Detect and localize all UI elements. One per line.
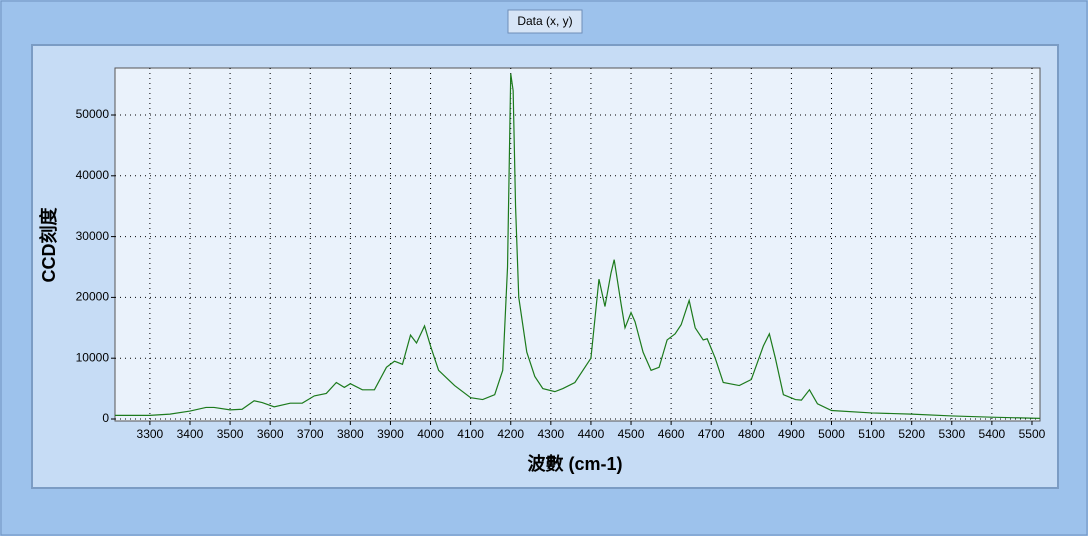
legend-entry: Data (x, y) [517,14,572,28]
y-tick-label: 30000 [76,229,110,243]
x-tick-label: 4500 [618,427,645,441]
y-tick-label: 50000 [76,107,110,121]
x-tick-label: 3800 [337,427,364,441]
x-tick-label: 5300 [938,427,965,441]
x-tick-label: 4000 [417,427,444,441]
x-tick-label: 3500 [217,427,244,441]
x-axis-label: 波數 (cm-1) [527,453,622,474]
x-tick-label: 5500 [1019,427,1046,441]
y-tick-label: 20000 [76,290,110,304]
x-tick-label: 5400 [979,427,1006,441]
x-tick-label: 3600 [257,427,284,441]
legend-box [507,9,583,34]
plot-area [114,67,1041,422]
x-tick-label: 4800 [738,427,765,441]
x-tick-label: 4200 [497,427,524,441]
y-tick-label: 40000 [76,168,110,182]
data-line [115,73,1041,419]
x-tick-label: 3400 [177,427,204,441]
x-tick-label: 3700 [297,427,324,441]
x-tick-label: 4300 [537,427,564,441]
y-axis-label: CCD刻度 [38,207,59,283]
x-tick-label: 4100 [457,427,484,441]
x-tick-label: 5000 [818,427,845,441]
x-tick-label: 4900 [778,427,805,441]
x-tick-label: 5200 [898,427,925,441]
y-tick-label: 0 [102,411,109,425]
x-tick-label: 4400 [578,427,605,441]
x-tick-label: 5100 [858,427,885,441]
x-tick-label: 4700 [698,427,725,441]
x-tick-label: 3900 [377,427,404,441]
x-tick-label: 3300 [137,427,164,441]
y-tick-label: 10000 [76,350,110,364]
x-tick-label: 4600 [658,427,685,441]
